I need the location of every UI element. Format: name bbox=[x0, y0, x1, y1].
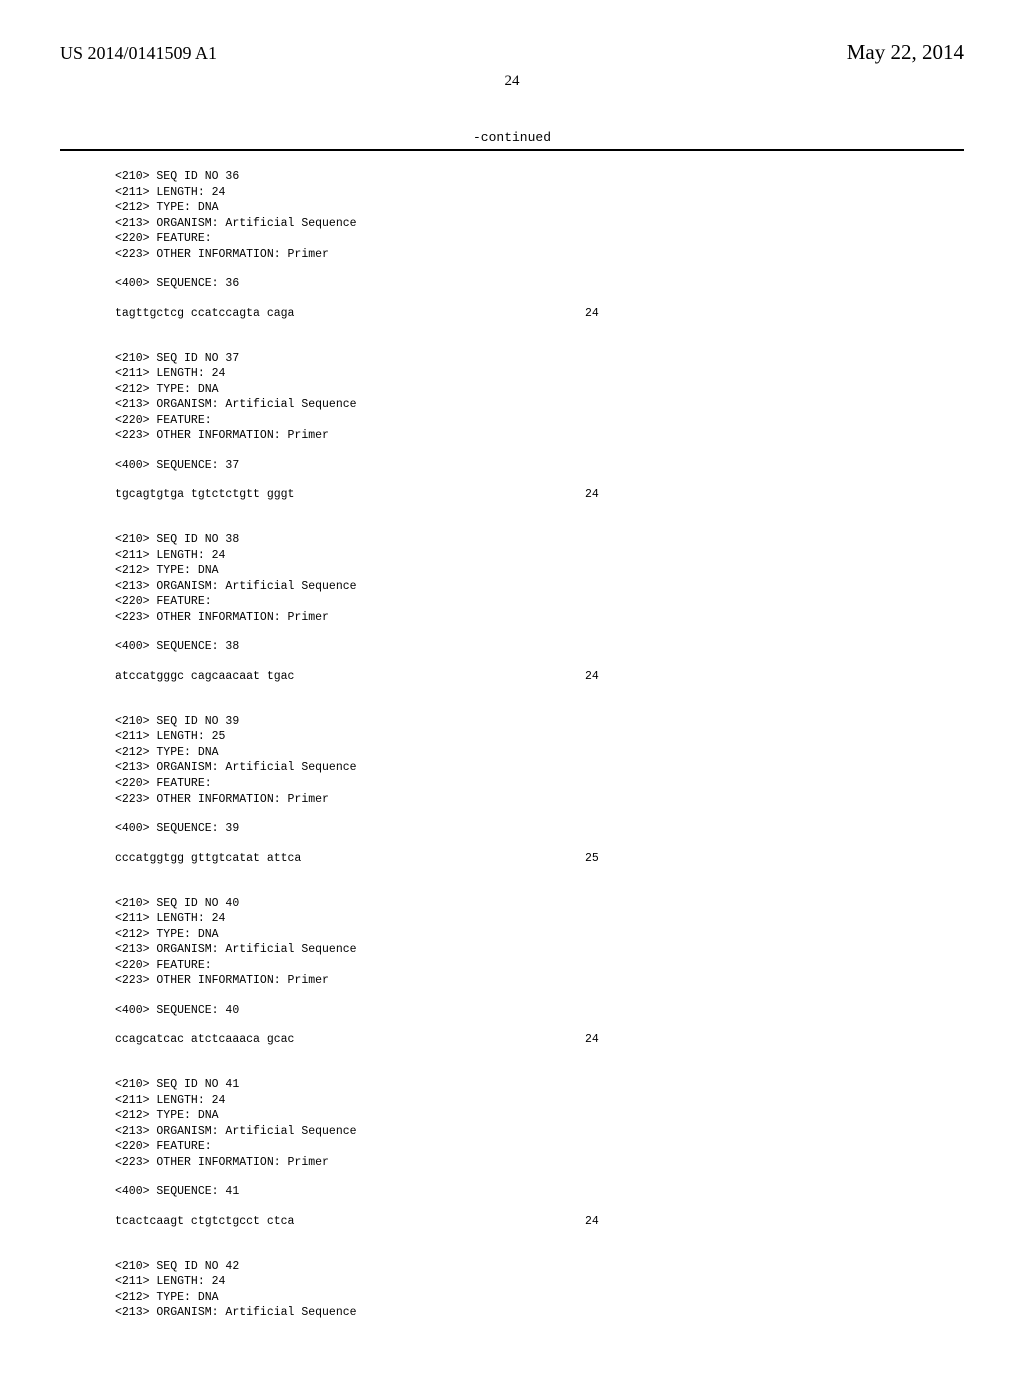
seq-number-line: <400> SEQUENCE: 39 bbox=[115, 821, 964, 837]
seq-data-line: tgcagtgtga tgtctctgtt gggt24 bbox=[115, 487, 964, 503]
continued-label: -continued bbox=[60, 130, 964, 145]
seq-data-line: atccatgggc cagcaacaat tgac24 bbox=[115, 669, 964, 685]
seq-block: <210> SEQ ID NO 42 <211> LENGTH: 24 <212… bbox=[115, 1259, 964, 1321]
seq-data-line: ccagcatcac atctcaaaca gcac24 bbox=[115, 1032, 964, 1048]
page-header: US 2014/0141509 A1 May 22, 2014 bbox=[60, 40, 964, 65]
seq-block: <210> SEQ ID NO 39 <211> LENGTH: 25 <212… bbox=[115, 714, 964, 807]
seq-block: <210> SEQ ID NO 41 <211> LENGTH: 24 <212… bbox=[115, 1077, 964, 1170]
publication-number: US 2014/0141509 A1 bbox=[60, 43, 217, 64]
seq-data-line: tagttgctcg ccatccagta caga24 bbox=[115, 306, 964, 322]
page-number: 24 bbox=[60, 73, 964, 90]
seq-block: <210> SEQ ID NO 38 <211> LENGTH: 24 <212… bbox=[115, 532, 964, 625]
seq-number-line: <400> SEQUENCE: 37 bbox=[115, 458, 964, 474]
seq-data-line: cccatggtgg gttgtcatat attca25 bbox=[115, 851, 964, 867]
seq-block: <210> SEQ ID NO 40 <211> LENGTH: 24 <212… bbox=[115, 896, 964, 989]
publication-date: May 22, 2014 bbox=[847, 40, 964, 65]
seq-block: <210> SEQ ID NO 37 <211> LENGTH: 24 <212… bbox=[115, 351, 964, 444]
seq-number-line: <400> SEQUENCE: 38 bbox=[115, 639, 964, 655]
seq-block: <210> SEQ ID NO 36 <211> LENGTH: 24 <212… bbox=[115, 169, 964, 262]
page-container: US 2014/0141509 A1 May 22, 2014 24 -cont… bbox=[0, 0, 1024, 1375]
seq-number-line: <400> SEQUENCE: 41 bbox=[115, 1184, 964, 1200]
seq-number-line: <400> SEQUENCE: 40 bbox=[115, 1003, 964, 1019]
sequence-listing: <210> SEQ ID NO 36 <211> LENGTH: 24 <212… bbox=[115, 169, 964, 1321]
seq-number-line: <400> SEQUENCE: 36 bbox=[115, 276, 964, 292]
seq-data-line: tcactcaagt ctgtctgcct ctca24 bbox=[115, 1214, 964, 1230]
divider-line bbox=[60, 149, 964, 151]
